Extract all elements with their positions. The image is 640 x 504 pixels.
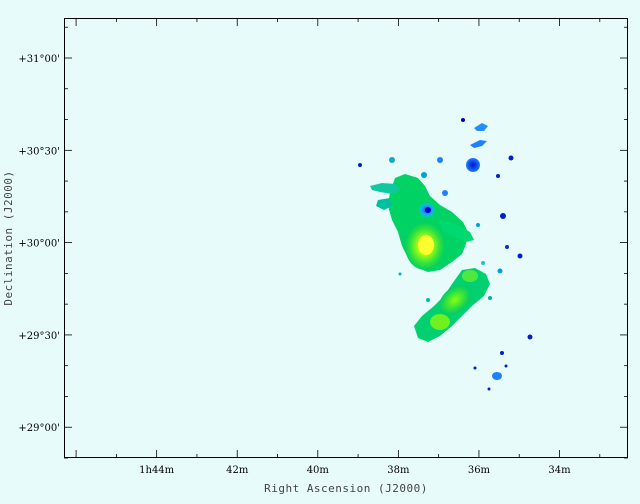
emission-dot-15 <box>488 296 492 300</box>
emission-blob-south <box>492 372 502 380</box>
emission-knot-inner <box>425 207 431 213</box>
emission-arm-tail <box>462 270 478 282</box>
emission-dot-17 <box>398 272 402 276</box>
emission-dot-18 <box>527 334 533 340</box>
emission-dot-20 <box>473 366 477 370</box>
emission-blob-ne <box>466 158 480 172</box>
emission-dot-16 <box>426 298 430 302</box>
x-tick-label: 38m <box>387 465 410 476</box>
y-axis-label: Declination (J2000) <box>2 170 15 305</box>
x-tick-label: 42m <box>226 465 249 476</box>
y-tick-label: +30°30' <box>18 146 60 157</box>
emission-dot-2 <box>508 155 514 161</box>
emission-dot-9 <box>500 213 506 219</box>
emission-region-left-strip <box>376 198 392 210</box>
y-tick-label: +29°30' <box>18 331 60 342</box>
emission-map <box>358 118 533 391</box>
y-tick-label: +30°00' <box>18 239 60 250</box>
emission-streak-ne <box>470 140 487 148</box>
emission-dot-7 <box>421 172 427 178</box>
x-tick-label: 1h44m <box>139 465 175 476</box>
emission-streak-ne2 <box>474 123 488 131</box>
x-tick-label: 36m <box>468 465 491 476</box>
emission-arm-core2 <box>430 314 450 330</box>
x-tick-label: 40m <box>307 465 330 476</box>
emission-core-bright <box>418 235 434 255</box>
y-tick-label: +29°00' <box>18 423 60 434</box>
emission-dot-10 <box>476 223 480 227</box>
emission-dot-4 <box>389 157 395 163</box>
axis-tick-labels: 1h44m 42m 40m 38m 36m 34m +31°00' +30°30' +30°00… <box>18 54 571 476</box>
emission-dot-12 <box>517 253 523 259</box>
x-tick-label: 34m <box>548 465 571 476</box>
x-axis-label: Right Ascension (J2000) <box>264 482 428 495</box>
emission-dot-3 <box>437 157 443 163</box>
emission-dot-14 <box>481 261 485 265</box>
emission-region-left-lobe <box>370 183 400 194</box>
emission-dot-8 <box>496 174 500 178</box>
emission-dot-11 <box>505 245 509 249</box>
emission-dot-19 <box>500 351 504 355</box>
emission-dot-21 <box>504 364 508 368</box>
y-tick-label: +31°00' <box>18 54 60 65</box>
emission-dot-1 <box>461 118 465 122</box>
axis-ticks <box>64 18 628 459</box>
emission-dot-6 <box>442 190 448 196</box>
emission-arm-core <box>439 285 471 315</box>
emission-dot-5 <box>358 163 362 167</box>
emission-region-right-ext <box>440 220 474 242</box>
plot-frame <box>64 18 628 458</box>
emission-dot-13 <box>497 268 503 274</box>
emission-dot-22 <box>487 387 491 391</box>
